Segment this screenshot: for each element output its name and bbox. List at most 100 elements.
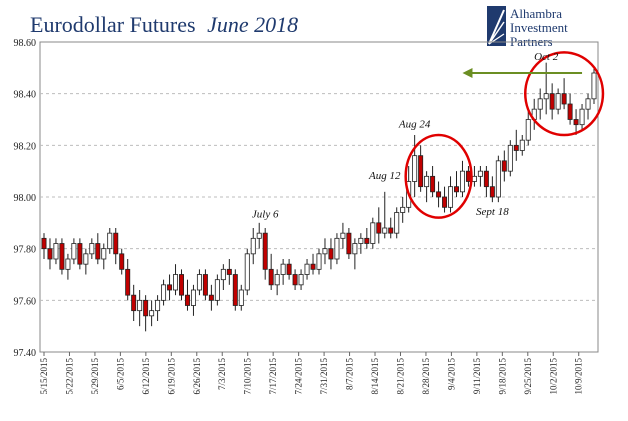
candle-body	[232, 274, 238, 306]
candle	[196, 269, 202, 296]
candle-body	[388, 227, 394, 234]
candle-body	[418, 155, 424, 188]
candle	[579, 104, 585, 130]
candle	[346, 228, 352, 259]
candle	[274, 269, 280, 296]
candle-body	[430, 175, 436, 193]
x-tick-label: 7/3/2015	[217, 358, 227, 391]
candle-body	[286, 263, 292, 275]
candle-body	[424, 175, 430, 188]
candle-body	[382, 227, 388, 234]
candle-body	[304, 263, 310, 275]
x-tick-label: 7/17/2015	[268, 358, 278, 395]
candle-body	[202, 274, 208, 296]
x-tick-label: 8/7/2015	[345, 358, 355, 391]
annotation-label: Sept 18	[476, 206, 509, 218]
candle-body	[436, 191, 442, 198]
annotation-label: Aug 12	[368, 170, 401, 182]
x-tick-label: 6/12/2015	[141, 358, 151, 395]
candle-body	[119, 253, 125, 270]
candle-body	[83, 253, 89, 265]
y-axis: 97.40 97.60 97.80 98.00 98.20 98.40 98.60	[14, 38, 37, 359]
candle-body	[543, 93, 549, 100]
candle	[107, 228, 113, 254]
candle-body	[208, 294, 214, 301]
candle-body	[155, 299, 161, 312]
candle-body	[454, 186, 459, 193]
candle-body	[448, 186, 454, 208]
candle	[537, 88, 543, 120]
x-tick-label: 6/5/2015	[115, 358, 125, 391]
candle-body	[358, 237, 364, 244]
y-tick-label: 97.80	[14, 245, 37, 256]
candle-body	[125, 268, 131, 296]
candle-body	[489, 186, 495, 198]
candle	[226, 259, 232, 285]
candle-body	[364, 237, 370, 244]
chart-title-italic: June 2018	[207, 12, 298, 37]
candle-body	[179, 274, 184, 296]
candle-body	[47, 248, 53, 260]
candle	[430, 166, 436, 197]
candle-body	[77, 243, 83, 265]
candle	[101, 243, 107, 270]
candle-body	[322, 248, 328, 255]
candle-body	[196, 274, 202, 291]
candle-body	[226, 268, 232, 275]
candle-body	[101, 248, 107, 260]
y-tick-label: 97.40	[14, 348, 37, 359]
candle-body	[412, 155, 418, 182]
x-tick-label: 9/25/2015	[523, 358, 533, 395]
candle-body	[442, 196, 448, 208]
candle	[543, 62, 549, 115]
candle-body	[256, 232, 262, 239]
candle	[352, 238, 358, 270]
candle	[65, 253, 71, 280]
candle	[483, 166, 489, 197]
candle	[149, 300, 155, 327]
x-tick-label: 7/31/2015	[319, 358, 329, 395]
candle	[555, 88, 561, 115]
y-tick-label: 98.40	[14, 90, 37, 101]
candle	[328, 238, 334, 270]
candle-body	[89, 243, 95, 255]
grid-lines	[39, 41, 599, 353]
candle-body	[184, 294, 190, 306]
candle	[184, 279, 190, 311]
candle	[436, 181, 442, 208]
candle	[77, 238, 83, 270]
candle	[292, 269, 298, 290]
logo: Alhambra Investment Partners	[487, 6, 568, 49]
candle	[53, 238, 59, 265]
candle	[370, 217, 376, 249]
candle	[167, 274, 173, 301]
candle	[525, 109, 531, 146]
candle	[256, 222, 262, 249]
candle-body	[262, 232, 268, 270]
candle	[322, 238, 328, 265]
candle-body	[137, 299, 143, 312]
candle-body	[244, 253, 250, 291]
x-tick-label: 9/18/2015	[497, 358, 507, 395]
candle	[364, 228, 370, 249]
candle-body	[53, 243, 59, 260]
candle-body	[370, 222, 376, 244]
candle-body	[352, 243, 358, 255]
x-tick-label: 9/11/2015	[472, 358, 482, 395]
candle	[262, 228, 268, 280]
annotations: July 6 Aug 12 Aug 24 Sept 18 Oct 2	[252, 51, 605, 221]
candle	[250, 228, 256, 265]
candle	[495, 155, 501, 203]
chart-title: Eurodollar Futures June 2018	[30, 12, 298, 37]
x-tick-label: 8/21/2015	[395, 358, 405, 395]
candle-body	[555, 93, 561, 110]
candle	[268, 253, 274, 290]
arrow-head	[462, 68, 473, 78]
candle	[394, 207, 400, 239]
candle	[448, 176, 454, 213]
highlight-circle	[524, 51, 605, 137]
highlight-circle	[404, 133, 473, 219]
candle	[477, 166, 483, 187]
candle	[286, 259, 292, 280]
